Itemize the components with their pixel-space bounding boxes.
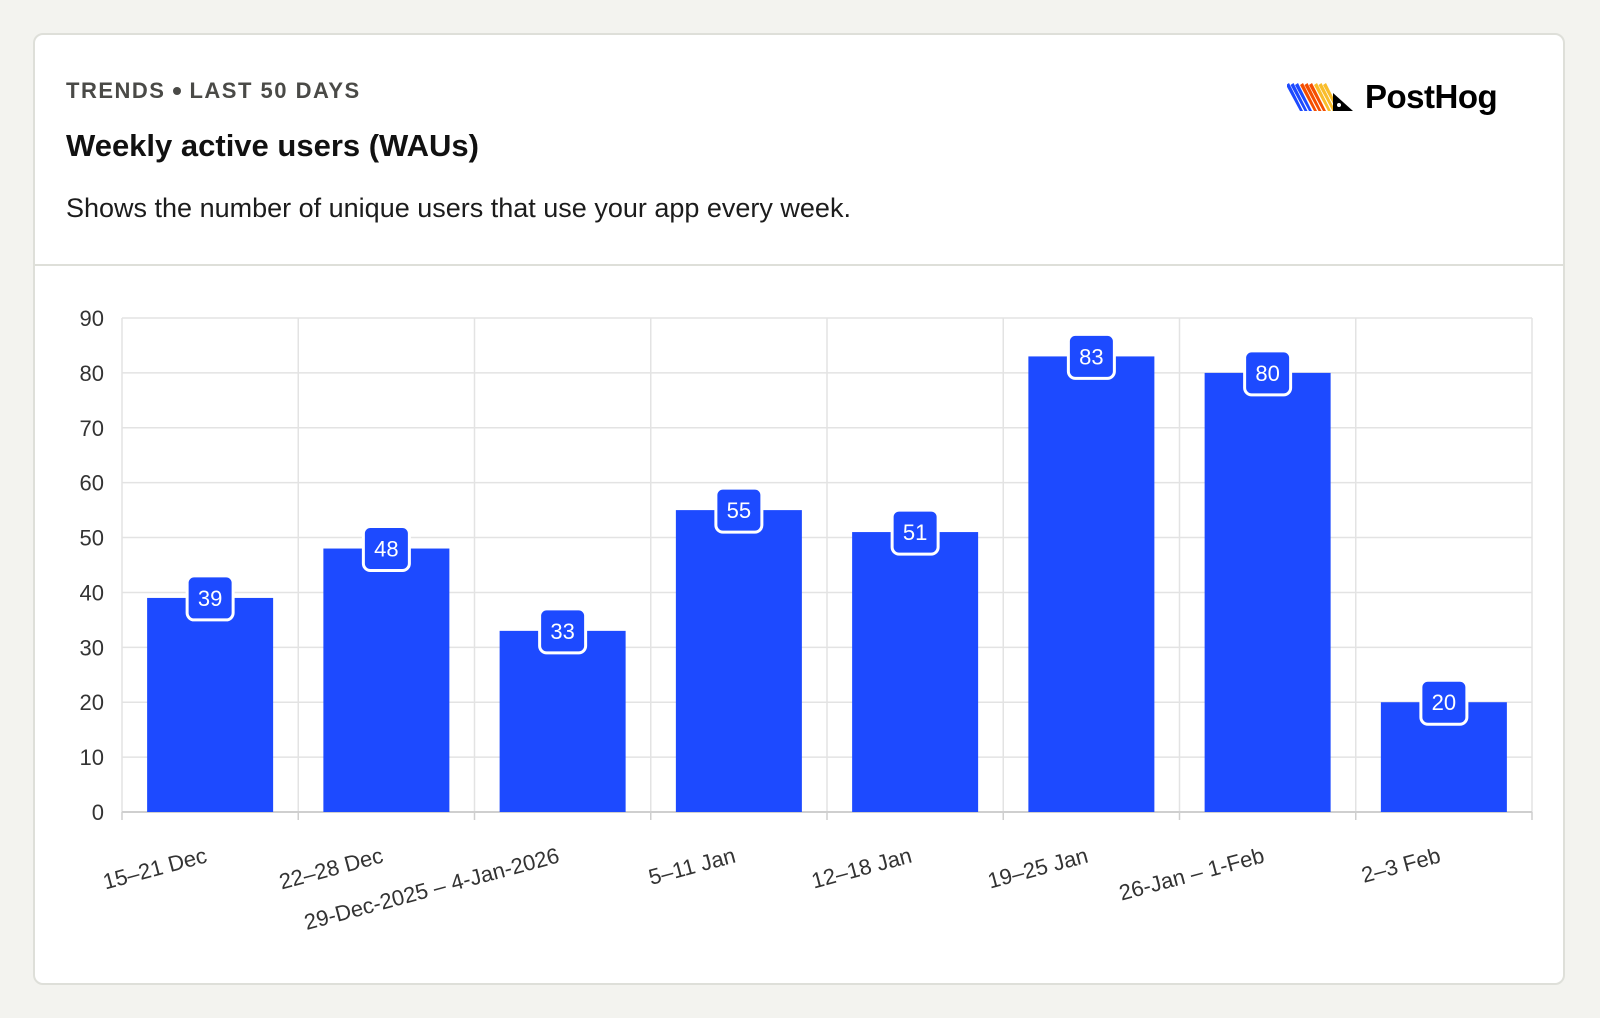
y-tick-label: 40 (80, 580, 104, 605)
x-tick-label: 2–3 Feb (1359, 843, 1443, 888)
data-label: 80 (1255, 361, 1279, 386)
insight-eyebrow: TRENDS LAST 50 DAYS (66, 78, 361, 104)
data-label-badge (185, 574, 235, 622)
y-tick-label: 60 (80, 471, 104, 496)
data-label-badge (361, 525, 411, 573)
data-label: 33 (550, 619, 574, 644)
bar (499, 630, 626, 812)
data-label-badge (538, 607, 588, 655)
insight-type-label: TRENDS (66, 78, 166, 103)
y-tick-label: 50 (80, 526, 104, 551)
bar (147, 597, 274, 812)
bar (1028, 356, 1155, 812)
y-tick-label: 80 (80, 361, 104, 386)
insight-title: Weekly active users (WAUs) (66, 128, 479, 163)
y-tick-label: 70 (80, 416, 104, 441)
card-header: TRENDS LAST 50 DAYS Weekly active users (… (35, 35, 1563, 266)
y-tick-label: 0 (92, 800, 104, 825)
bar (675, 510, 802, 812)
data-label: 48 (374, 537, 398, 562)
brand-name: PostHog (1365, 78, 1498, 115)
data-label-badge (1419, 678, 1469, 726)
x-tick-label: 12–18 Jan (809, 843, 915, 894)
data-label: 20 (1432, 690, 1456, 715)
data-label: 51 (903, 520, 927, 545)
bar (323, 548, 450, 812)
bar (1204, 372, 1331, 812)
data-labels: 39 48 33 55 51 83 80 20 (185, 332, 1469, 726)
data-label-badge (890, 508, 940, 556)
y-tick-label: 30 (80, 635, 104, 660)
y-tick-label: 10 (80, 745, 104, 770)
x-tick-label: 22–28 Dec (276, 843, 385, 895)
y-tick-label: 90 (80, 306, 104, 331)
data-label-badge (714, 486, 764, 534)
x-tick-label: 19–25 Jan (985, 843, 1091, 894)
date-range-label: LAST 50 DAYS (189, 78, 361, 103)
data-label: 55 (727, 498, 751, 523)
x-tick-label: 5–11 Jan (646, 843, 738, 890)
x-tick-label: 15–21 Dec (100, 843, 209, 895)
data-label: 39 (198, 586, 222, 611)
posthog-logo: PostHog (1287, 75, 1498, 119)
x-tick-label: 26-Jan – 1-Feb (1116, 843, 1267, 906)
hedgehog-logo-icon (1287, 83, 1353, 111)
data-label-badge (1066, 332, 1116, 380)
bar (852, 532, 979, 812)
data-label-badge (1243, 349, 1293, 397)
separator-dot (173, 86, 182, 95)
insight-description: Shows the number of unique users that us… (66, 193, 851, 223)
data-label: 83 (1079, 344, 1103, 369)
y-tick-label: 20 (80, 690, 104, 715)
bars (147, 356, 1507, 812)
